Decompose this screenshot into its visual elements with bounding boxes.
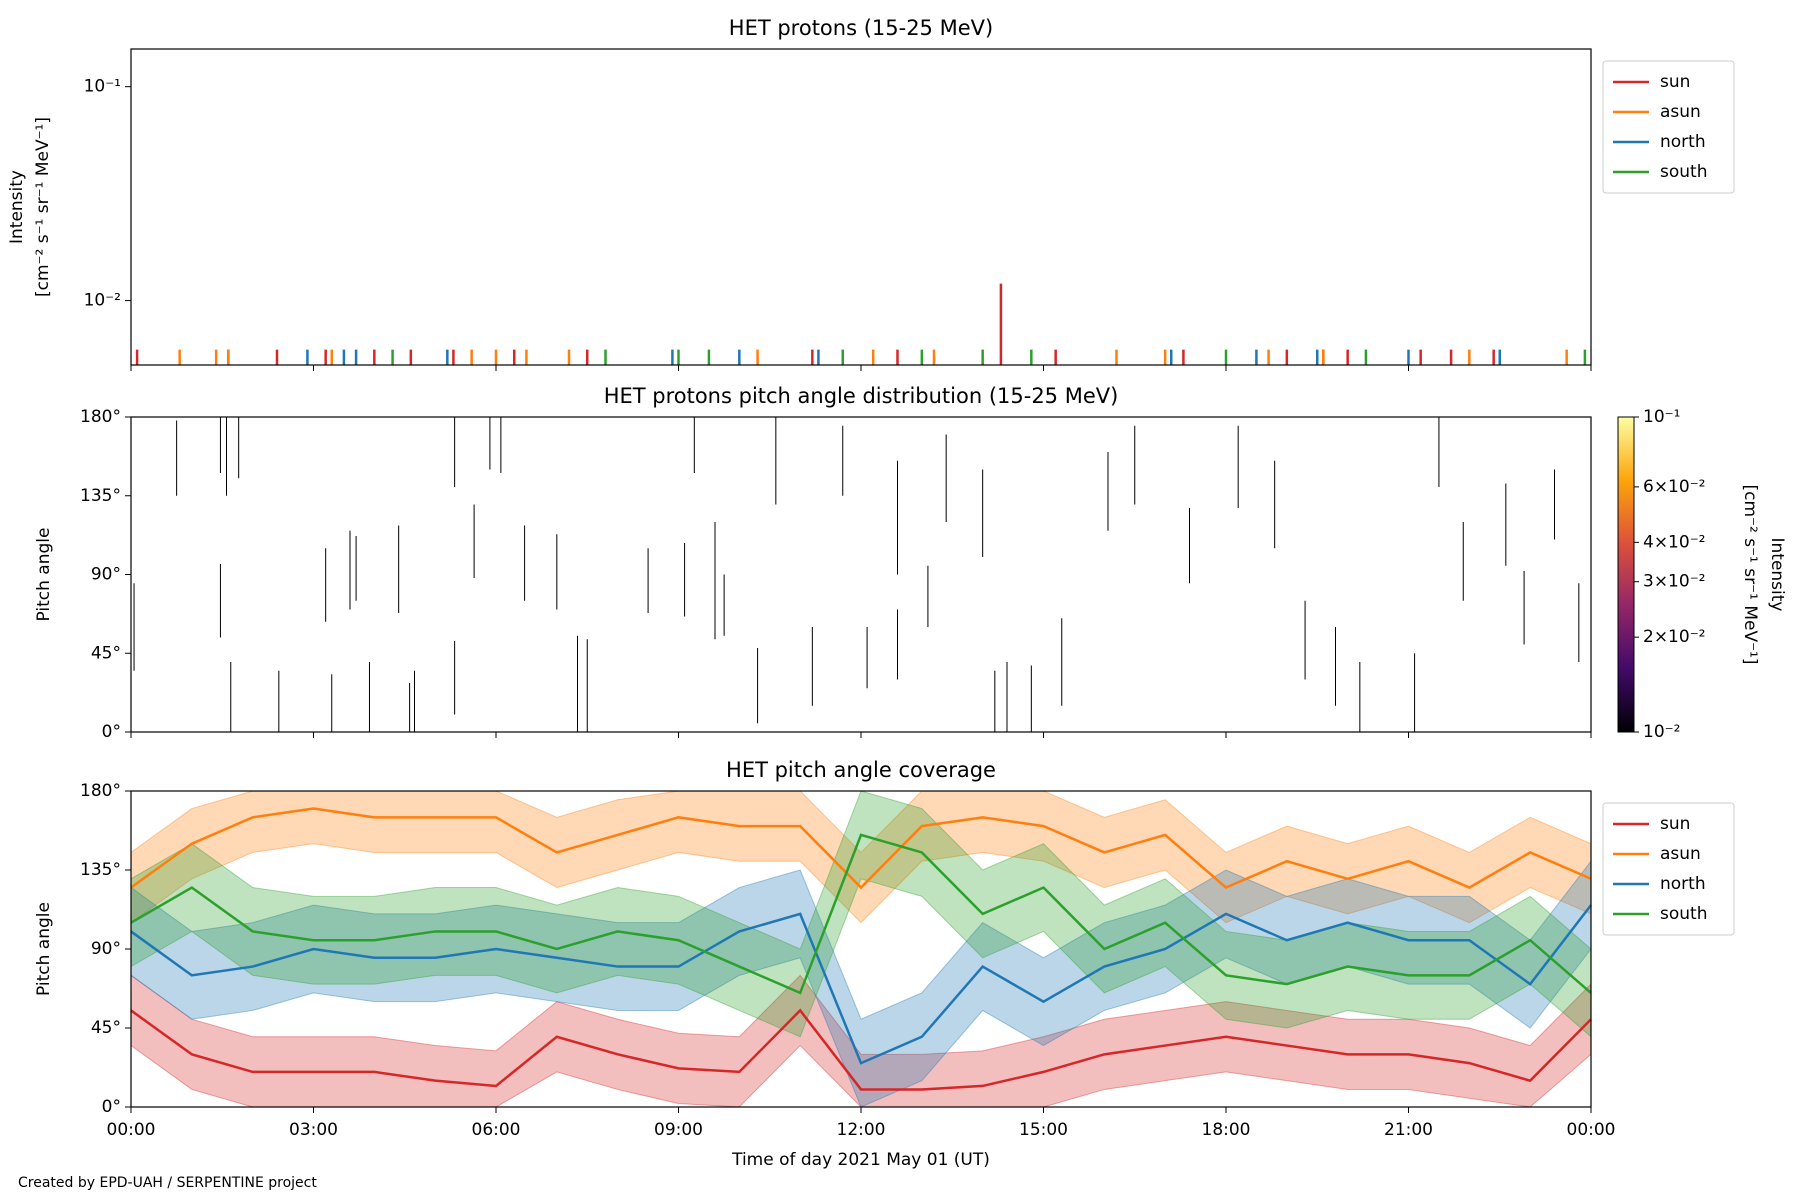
legend-label: south	[1660, 162, 1707, 182]
y-tick-label: 90°	[91, 939, 121, 959]
footer: Created by EPD-UAH / SERPENTINE project	[18, 1175, 317, 1191]
y-tick-label: 0°	[102, 722, 121, 742]
y-tick-label: 180°	[80, 781, 121, 801]
y-axis-label: Pitch angle	[34, 902, 54, 996]
y-tick-label: 135°	[80, 860, 121, 880]
legend-label: sun	[1660, 72, 1690, 92]
legend-label: south	[1660, 904, 1707, 924]
x-tick-label: 00:00	[1567, 1120, 1616, 1140]
colorbar-tick-label: 10⁻¹	[1643, 407, 1680, 427]
y-tick-label: 10⁻¹	[84, 77, 121, 97]
colorbar-tick-label: 3×10⁻²	[1643, 572, 1705, 592]
x-tick-label: 21:00	[1384, 1120, 1433, 1140]
legend-label: asun	[1660, 102, 1701, 122]
y-tick-label: 180°	[80, 407, 121, 427]
chart-title: HET protons pitch angle distribution (15…	[604, 384, 1119, 408]
plot-frame	[130, 48, 1592, 366]
legend-box	[1602, 60, 1735, 194]
y-tick-label: 0°	[102, 1097, 121, 1117]
colorbar-tick-label: 4×10⁻²	[1643, 532, 1705, 552]
colorbar-label: [cm⁻² s⁻¹ sr⁻¹ MeV⁻¹]	[1740, 485, 1760, 665]
y-tick-label: 45°	[91, 1018, 121, 1038]
x-tick-label: 03:00	[289, 1120, 338, 1140]
legend-label: north	[1660, 132, 1706, 152]
y-tick-label: 10⁻²	[84, 291, 121, 311]
colorbar-tick-label: 2×10⁻²	[1643, 627, 1705, 647]
y-tick-label: 45°	[91, 643, 121, 663]
colorbar-tick-label: 10⁻²	[1643, 722, 1680, 742]
x-tick-label: 06:00	[472, 1120, 521, 1140]
line	[130, 904, 1592, 1065]
colorbar-label: Intensity	[1767, 538, 1787, 612]
plot-frame	[130, 416, 1592, 733]
plot-frame	[130, 790, 1592, 1108]
x-tick-label: 18:00	[1202, 1120, 1251, 1140]
y-axis-label: [cm⁻² s⁻¹ sr⁻¹ MeV⁻¹]	[33, 117, 53, 297]
line	[130, 807, 1592, 890]
line	[130, 1008, 1592, 1091]
legend-label: north	[1660, 874, 1706, 894]
legend-box	[1602, 802, 1735, 936]
legend-label: asun	[1660, 844, 1701, 864]
y-axis-label: Pitch angle	[34, 528, 54, 622]
x-tick-label: 00:00	[107, 1120, 156, 1140]
y-tick-label: 135°	[80, 486, 121, 506]
line	[130, 833, 1592, 995]
legend-label: sun	[1660, 814, 1690, 834]
y-tick-label: 90°	[91, 565, 121, 585]
x-tick-label: 12:00	[837, 1120, 886, 1140]
colorbar-tick-label: 6×10⁻²	[1643, 477, 1705, 497]
y-axis-label: Intensity	[7, 170, 27, 244]
x-tick-label: 09:00	[654, 1120, 703, 1140]
x-axis-label: Time of day 2021 May 01 (UT)	[731, 1150, 990, 1170]
x-tick-label: 15:00	[1019, 1120, 1068, 1140]
chart-title: HET pitch angle coverage	[726, 758, 996, 782]
chart-title: HET protons (15-25 MeV)	[729, 16, 993, 40]
colorbar	[1617, 416, 1635, 733]
